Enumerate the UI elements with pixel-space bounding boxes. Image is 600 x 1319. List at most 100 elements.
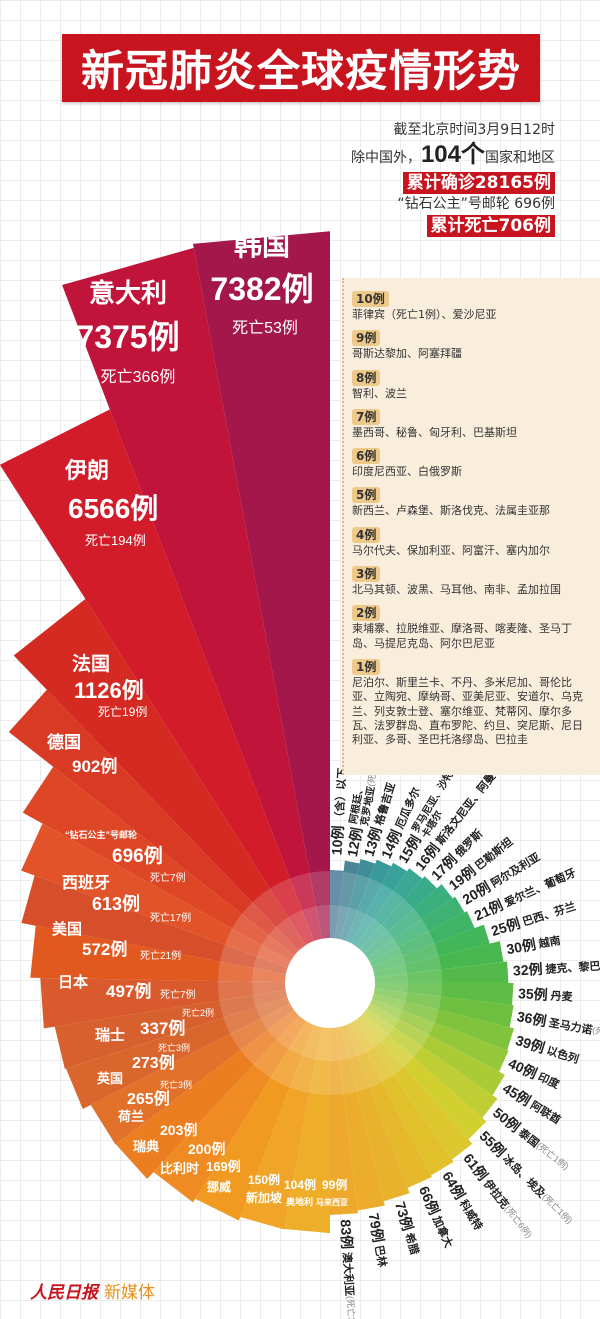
case-count: 572例 <box>82 939 127 959</box>
case-count: 6566例 <box>68 493 158 524</box>
case-count: 150例 <box>248 1172 280 1187</box>
wedge-西班牙 <box>21 823 330 983</box>
case-count: 497例 <box>106 981 151 1001</box>
country-names: 加拿大 <box>430 1213 457 1250</box>
case-group: 3例 北马其顿、波黑、马耳他、南非、孟加拉国 <box>352 563 592 597</box>
wedge-66例 <box>330 983 432 1188</box>
case-group: 6例 印度尼西亚、白俄罗斯 <box>352 445 592 479</box>
wedge-法国 <box>13 598 331 983</box>
wedge-美国 <box>21 875 330 983</box>
deaths: 死亡7例 <box>150 871 186 884</box>
wedge-瑞典 <box>90 983 331 1145</box>
logo: 人民日报 <box>30 1283 98 1303</box>
case-count: 64例 <box>439 1169 468 1203</box>
deaths: 死亡194例 <box>85 533 146 548</box>
footer: 人民日报 新媒体 <box>30 1278 155 1303</box>
country-names: 丹麦 <box>550 988 574 1003</box>
wedge-50例 <box>330 983 498 1118</box>
wedge-label: 35例 丹麦 <box>518 985 574 1004</box>
country-names: 墨西哥、秘鲁、匈牙利、巴基斯坦 <box>352 425 517 439</box>
wedge-比利时 <box>115 983 330 1180</box>
country-names: 尼泊尔、斯里兰卡、不丹、多米尼加、哥伦比亚、立陶宛、摩纳哥、亚美尼亚、安道尔、乌… <box>352 675 583 747</box>
country-names: （含）以下 <box>332 767 349 823</box>
wedge-45例 <box>330 983 505 1096</box>
country-names: 泰国(死亡1例) <box>515 1125 572 1174</box>
countries-count: 104个 <box>420 140 485 168</box>
wedge-德国 <box>8 689 331 983</box>
case-count: 337例 <box>140 1018 185 1038</box>
country-count: 除中国外，104个国家和地区 <box>351 141 555 170</box>
wedge-意大利 <box>62 247 330 983</box>
deaths: (死亡1例) <box>591 1025 600 1043</box>
country-name: 美国 <box>52 920 82 938</box>
wedge-英国 <box>54 983 330 1070</box>
wedge-64例 <box>330 983 454 1176</box>
country-name: 荷兰 <box>117 1109 144 1124</box>
case-count: 7375例 <box>76 319 179 355</box>
country-names: 科威特 <box>457 1197 486 1232</box>
case-count: 7382例 <box>210 271 313 307</box>
wedge-瑞士 <box>40 977 330 1029</box>
country-names: 捷克、黎巴嫩 <box>545 958 600 976</box>
wedge-label: 10例 （含）以下 <box>328 767 349 855</box>
country-names: 以色列 <box>545 1043 581 1066</box>
case-count: 66例 <box>416 1184 443 1218</box>
country-names: 俄罗斯 <box>451 826 485 860</box>
page-title: 新冠肺炎全球疫情形势 <box>62 34 540 102</box>
deaths: 死亡7例 <box>160 988 196 1001</box>
country-names: 巴林 <box>372 1244 390 1268</box>
country-names: 越南 <box>536 933 561 951</box>
case-count: 1126例 <box>74 678 144 703</box>
country-name: “钻石公主”号邮轮 <box>65 829 137 840</box>
case-count-tag: 6例 <box>352 448 381 465</box>
wedge-36例 <box>330 983 514 1028</box>
case-count-tag: 3例 <box>352 566 381 583</box>
total-deaths: 累计死亡706例 <box>426 214 555 238</box>
case-count: 99例 <box>322 1177 347 1192</box>
countries-prefix: 除中国外， <box>350 149 421 166</box>
case-count: 25例 <box>489 915 522 939</box>
country-name: 奥地利 <box>285 1196 313 1207</box>
case-count: 30例 <box>505 936 537 957</box>
country-name: 比利时 <box>160 1161 199 1176</box>
country-names: 丹麦 <box>550 988 574 1003</box>
case-count: 36例 <box>516 1008 548 1029</box>
country-names: 阿联酋 <box>528 1098 563 1127</box>
country-name: 法国 <box>72 652 110 675</box>
wedge-荷兰 <box>66 983 331 1109</box>
country-names: 科威特 <box>457 1197 486 1232</box>
case-count: 12例 <box>344 826 365 858</box>
wedge-“钻石公主”号邮轮 <box>22 766 330 983</box>
deaths: 死亡3例 <box>160 1079 192 1090</box>
case-count: 39例 <box>514 1032 547 1056</box>
case-count: 613例 <box>92 893 140 914</box>
case-count: 200例 <box>188 1141 225 1157</box>
case-count: 169例 <box>206 1159 241 1174</box>
case-count-tag: 7例 <box>352 408 381 425</box>
country-names: 印度 <box>536 1069 563 1091</box>
country-names: 马尔代夫、保加利亚、阿富汗、塞内加尔 <box>352 543 550 557</box>
country-names: 巴西、芬兰 <box>521 899 578 929</box>
wedge-日本 <box>30 925 331 983</box>
countries-suffix: 国家和地区 <box>485 149 555 166</box>
summary: 截至北京时间3月9日12时 除中国外，104个国家和地区 累计确诊28165例 … <box>351 122 555 239</box>
country-names: 巴林 <box>372 1244 390 1268</box>
case-count: 55例 <box>476 1128 508 1160</box>
country-names: （含）以下 <box>332 767 349 823</box>
deaths: (死亡3例) <box>345 1296 358 1319</box>
wedge-label: 25例 巴西、芬兰 <box>489 899 578 939</box>
case-count: 83例 <box>338 1219 356 1249</box>
country-names: 菲律宾（死亡1例）、爱沙尼亚 <box>352 308 497 321</box>
case-count: 104例 <box>284 1177 316 1192</box>
wedge-伊朗 <box>0 409 330 983</box>
country-names: 柬埔寨、拉脱维亚、摩洛哥、喀麦隆、圣马丁岛、马提尼克岛、阿尔巴尼亚 <box>352 622 572 650</box>
case-group: 9例 哥斯达黎加、阿塞拜疆 <box>352 327 592 361</box>
case-count-tag: 4例 <box>352 526 381 543</box>
wedge-马来西亚 <box>284 983 330 1234</box>
case-group: 2例 柬埔寨、拉脱维亚、摩洛哥、喀麦隆、圣马丁岛、马提尼克岛、阿尔巴尼亚 <box>352 602 592 651</box>
deaths: 死亡21例 <box>140 949 181 962</box>
country-names: 印度 <box>536 1069 563 1091</box>
country-name: 新加坡 <box>246 1190 283 1205</box>
